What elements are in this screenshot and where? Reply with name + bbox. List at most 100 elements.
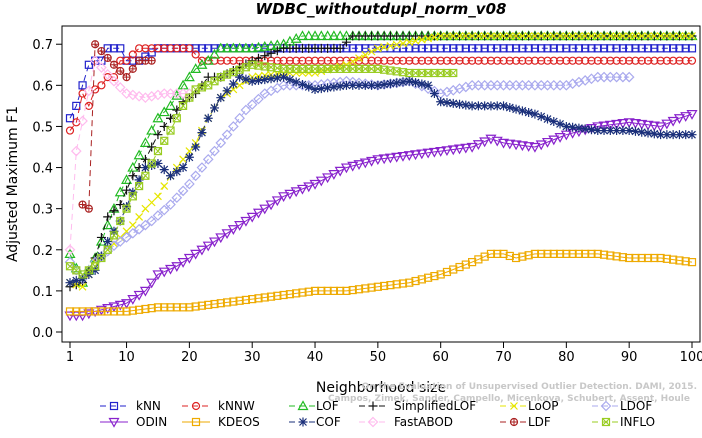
data-point-ldof — [209, 145, 220, 157]
data-point-ldf — [103, 53, 112, 63]
data-point-knn — [549, 44, 558, 53]
data-point-ldof — [246, 99, 258, 110]
data-point-knnw — [304, 56, 313, 65]
y-tick-label: 0.2 — [32, 244, 53, 259]
data-point-kdeos — [543, 249, 552, 258]
data-point-cof — [593, 126, 603, 136]
data-point-cof — [266, 74, 276, 84]
data-point-cof — [310, 84, 320, 94]
data-point-loop — [606, 32, 615, 40]
data-point-cof — [505, 103, 515, 113]
data-point-odin — [271, 196, 283, 207]
y-tick-label: 0.7 — [32, 38, 53, 53]
data-point-inflo — [178, 101, 188, 110]
data-point-lof — [303, 30, 315, 41]
data-point-knn — [537, 44, 546, 53]
data-point-kdeos — [468, 258, 477, 267]
data-point-odin — [548, 135, 560, 146]
legend-item-fastabod: FastABOD — [359, 415, 453, 429]
data-point-loop — [650, 32, 659, 40]
data-point-cof — [71, 276, 81, 286]
data-point-odin — [604, 120, 616, 131]
data-point-knn — [78, 81, 87, 90]
data-point-odin — [259, 204, 271, 215]
data-point-ldf — [91, 40, 100, 49]
x-tick-label: 90 — [621, 350, 638, 365]
data-point-knnw — [417, 56, 426, 65]
data-point-knnw — [229, 56, 238, 65]
data-point-kdeos — [436, 270, 445, 279]
data-point-knn — [65, 114, 75, 123]
data-point-lof — [296, 30, 308, 41]
data-point-knn — [84, 60, 93, 69]
data-point-cof — [90, 265, 100, 275]
data-point-kdeos — [417, 275, 426, 284]
data-point-loop — [487, 32, 495, 40]
data-point-ldof — [215, 137, 227, 149]
series-fastabod — [64, 55, 195, 256]
data-point-cof — [517, 106, 527, 116]
data-point-kdeos — [631, 253, 640, 263]
data-point-knnw — [662, 56, 671, 65]
data-point-lof — [133, 149, 145, 160]
data-point-odin — [617, 119, 629, 129]
data-point-odin — [196, 245, 208, 256]
data-point-kdeos — [197, 301, 207, 310]
data-point-odin — [466, 142, 478, 153]
data-point-knnw — [329, 56, 338, 65]
data-point-odin — [158, 267, 170, 278]
data-point-knn — [493, 44, 502, 53]
data-point-cof — [241, 74, 251, 84]
data-point-odin — [322, 173, 334, 184]
data-point-lof — [246, 42, 258, 53]
data-point-loop — [417, 35, 426, 44]
data-point-simplifiedlof — [115, 200, 125, 210]
data-point-knnw — [191, 50, 200, 59]
data-point-knnw — [405, 56, 414, 65]
data-point-loop — [499, 32, 508, 40]
data-point-knn — [530, 44, 540, 53]
data-point-kdeos — [618, 253, 627, 262]
data-point-knnw — [153, 44, 163, 53]
data-point-odin — [378, 154, 390, 165]
data-point-knnw — [185, 44, 194, 53]
data-point-odin — [460, 143, 472, 154]
data-point-lof — [158, 106, 170, 117]
data-point-knn — [468, 44, 477, 53]
data-point-odin — [240, 216, 252, 227]
data-point-loop — [443, 32, 451, 40]
data-point-knnw — [285, 56, 294, 65]
data-point-knnw — [530, 56, 540, 65]
data-point-knn — [109, 44, 119, 53]
data-point-kdeos — [675, 256, 684, 265]
data-point-odin — [642, 120, 654, 131]
data-point-loop — [348, 57, 357, 66]
data-point-ldof — [140, 219, 151, 231]
data-point-knnw — [687, 56, 697, 65]
data-point-knn — [474, 44, 483, 53]
data-point-odin — [598, 121, 610, 132]
data-point-odin — [215, 233, 227, 244]
data-point-cof — [630, 126, 640, 136]
data-point-knn — [543, 44, 552, 53]
data-point-knnw — [612, 56, 621, 65]
data-point-loop — [405, 38, 414, 47]
data-point-cof — [681, 130, 691, 140]
data-point-cof — [184, 152, 194, 162]
data-point-odin — [139, 286, 151, 297]
data-point-odin — [347, 161, 359, 172]
data-point-knn — [555, 44, 565, 53]
legend-swatch-marker — [191, 417, 201, 427]
data-point-simplifiedlof — [253, 53, 263, 63]
data-point-knn — [499, 44, 508, 53]
data-point-odin — [303, 182, 315, 193]
data-point-cof — [109, 226, 119, 236]
legend-swatch-marker — [191, 401, 201, 411]
data-point-kdeos — [405, 278, 414, 287]
data-point-odin — [164, 264, 177, 275]
data-point-ldof — [221, 129, 233, 141]
data-point-cof — [78, 274, 88, 284]
data-point-ldof — [253, 93, 264, 105]
y-tick-label: 0.4 — [32, 162, 53, 177]
data-point-cof — [404, 76, 414, 86]
